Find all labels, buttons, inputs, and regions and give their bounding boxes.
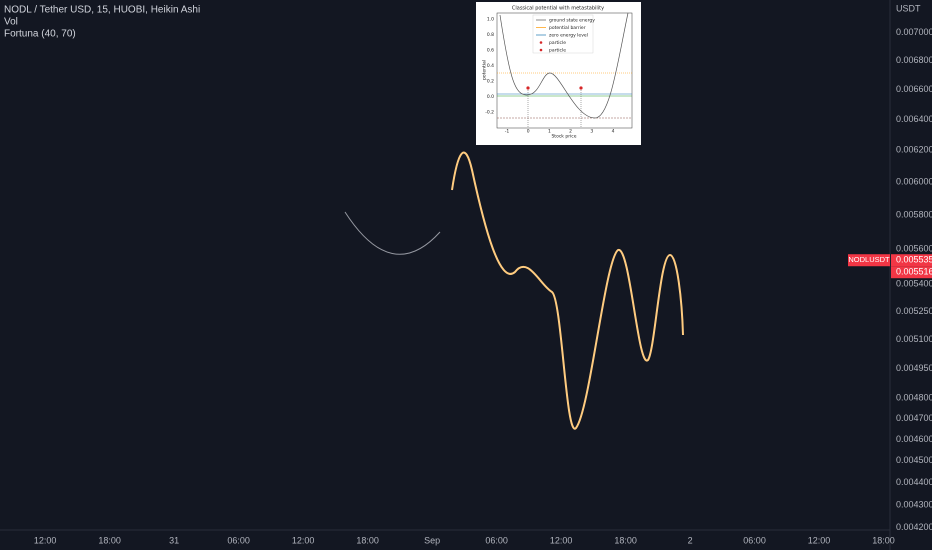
y-tick-label: 0.004950 [896, 363, 932, 373]
x-tick-label: 12:00 [292, 535, 315, 545]
inset-plot: Classical potential with metastability S… [476, 2, 641, 145]
y-tick-label: 0.004800 [896, 393, 932, 403]
inset-ylabel: potential [482, 60, 488, 80]
inset-x-tick: -1 [505, 129, 510, 135]
x-tick-label: 06:00 [743, 535, 766, 545]
inset-legend-label: particle [549, 40, 566, 46]
indicator-legend: Fortuna (40, 70) [4, 29, 76, 40]
inset-legend-key [539, 41, 543, 44]
inset-y-tick: 0.6 [487, 48, 494, 54]
y-tick-label: 0.006400 [896, 114, 932, 124]
y-tick-label: 0.004400 [896, 477, 932, 487]
inset-x-tick: 3 [590, 129, 593, 135]
x-tick-label: 31 [169, 535, 179, 545]
x-tick-label: 18:00 [98, 535, 121, 545]
x-tick-label: Sep [424, 535, 440, 545]
y-tick-label: 0.005400 [896, 279, 932, 289]
y-tick-label: 0.005250 [896, 306, 932, 316]
inset-x-tick: 2 [569, 129, 572, 135]
forecast-curve [451, 151, 684, 430]
y-tick-label: 0.006800 [896, 55, 932, 65]
price-badge [891, 266, 932, 279]
inset-legend-label: potential barrier [549, 25, 586, 31]
inset-particle [579, 86, 583, 90]
x-tick-label: 12:00 [34, 535, 57, 545]
y-tick-label: 0.004200 [896, 522, 932, 532]
symbol-badge [848, 254, 890, 267]
x-tick-label: 18:00 [356, 535, 379, 545]
inset-x-tick: 0 [527, 129, 530, 135]
inset-legend-label: zero energy level [549, 33, 588, 39]
x-tick-label: 2 [688, 535, 693, 545]
symbol-label: NODLUSDT [848, 255, 890, 264]
inset-legend-key [539, 48, 543, 52]
x-tick-label: 06:00 [485, 535, 508, 545]
symbol-title: NODL / Tether USD, 15, HUOBI, Heikin Ash… [4, 5, 200, 16]
y-tick-label: 0.004700 [896, 413, 932, 423]
inset-legend [532, 14, 594, 54]
y-tick-label: 0.005100 [896, 334, 932, 344]
price-badge [891, 254, 932, 267]
x-tick-label: 18:00 [614, 535, 637, 545]
currency-label: USDT [896, 3, 921, 13]
y-tick-label: 0.007000 [896, 27, 932, 37]
inset-axes [496, 12, 633, 129]
inset-y-tick: 0.8 [487, 32, 494, 38]
inset-y-tick: 0.4 [487, 63, 494, 69]
y-tick-label: 0.006200 [896, 145, 932, 155]
x-tick-label: 12:00 [550, 535, 573, 545]
inset-legend-label: particle [549, 48, 566, 54]
inset-y-tick: 0.0 [487, 94, 494, 100]
price-label: 0.005535 [896, 255, 932, 265]
x-tick-label: 18:00 [872, 535, 895, 545]
inset-y-tick: 1.0 [487, 17, 494, 23]
inset-x-tick: 1 [548, 129, 551, 135]
inset-title: Classical potential with metastability [512, 6, 604, 12]
arc-drawing [344, 211, 441, 255]
inset-y-tick: 0.2 [487, 79, 494, 85]
inset-y-tick: -0.2 [485, 110, 494, 116]
x-tick-label: 06:00 [227, 535, 250, 545]
y-tick-label: 0.004600 [896, 434, 932, 444]
y-tick-label: 0.005600 [896, 243, 932, 253]
inset-particle [526, 86, 530, 90]
inset-legend-label: ground state energy [549, 18, 595, 24]
y-tick-label: 0.006600 [896, 84, 932, 94]
inset-potential [499, 12, 629, 119]
volume-legend: Vol [4, 17, 18, 28]
x-tick-label: 12:00 [808, 535, 831, 545]
inset-xlabel: Stock price [551, 134, 576, 140]
y-tick-label: 0.004300 [896, 499, 932, 509]
y-tick-label: 0.005800 [896, 209, 932, 219]
inset-x-tick: 4 [612, 129, 615, 135]
y-tick-label: 0.004500 [896, 455, 932, 465]
y-tick-label: 0.006000 [896, 176, 932, 186]
price-label: 0.005516 [896, 267, 932, 277]
